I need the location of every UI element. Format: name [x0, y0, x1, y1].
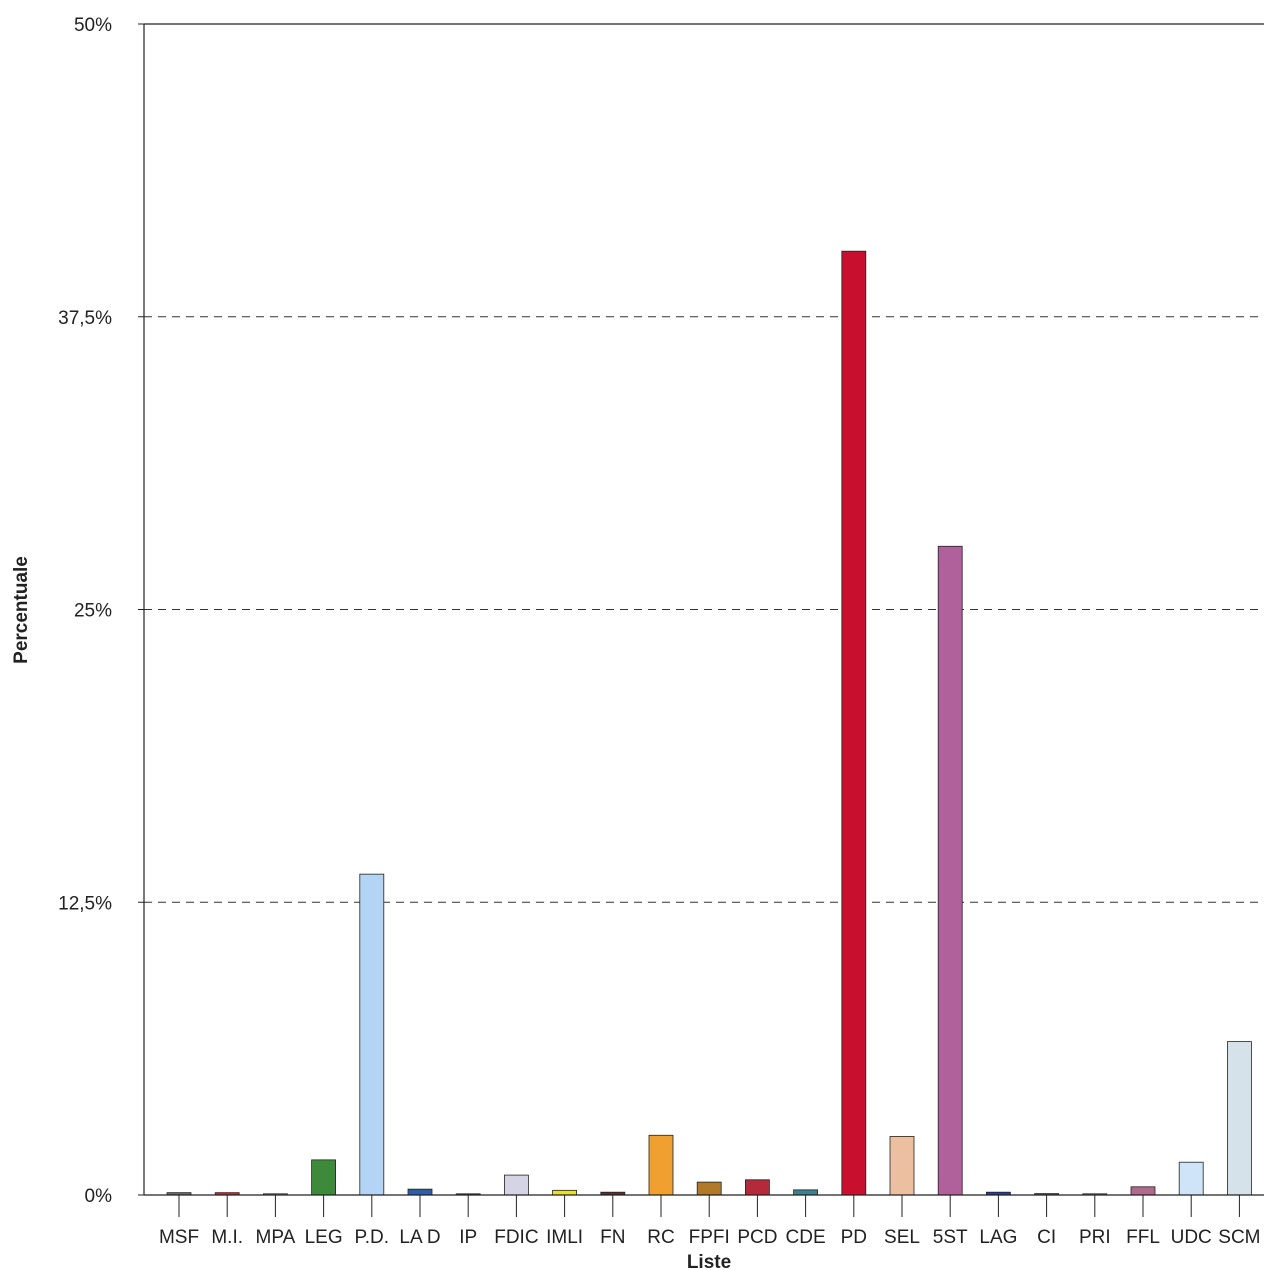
x-tick-label-FDIC: FDIC — [494, 1227, 538, 1248]
x-tick-label-UDC: UDC — [1171, 1227, 1212, 1248]
bar-FPFI — [697, 1182, 721, 1195]
labels: 0% 12,5% 25% 37,5% 50% MSF M.I. MPA LEG P.D. LA D I… — [58, 15, 1260, 1248]
x-tick-label-LAG: LAG — [979, 1227, 1017, 1248]
bar-UDC — [1179, 1162, 1203, 1195]
axes — [138, 24, 1264, 1217]
x-tick-label-PD: PD — [841, 1227, 867, 1248]
x-tick-label-MPA: MPA — [256, 1227, 296, 1248]
x-tick-label-P.D.: P.D. — [355, 1227, 390, 1248]
x-tick-label-MSF: MSF — [159, 1227, 199, 1248]
x-tick-label-IP: IP — [459, 1227, 477, 1248]
y-tick-label-3: 37,5% — [58, 308, 112, 329]
bar-SCM — [1227, 1042, 1251, 1195]
y-tick-label-0: 0% — [85, 1186, 113, 1207]
bars — [167, 251, 1251, 1195]
x-tick-label-FFL: FFL — [1126, 1227, 1160, 1248]
y-tick-label-4: 50% — [74, 15, 112, 36]
x-tick-label-IMLI: IMLI — [546, 1227, 583, 1248]
y-tick-label-2: 25% — [74, 601, 112, 622]
grid-lines — [144, 317, 1264, 903]
bar-FDIC — [504, 1175, 528, 1195]
bar-5ST — [938, 546, 962, 1195]
x-tick-label-FN: FN — [600, 1227, 625, 1248]
y-axis-title: Percentuale — [11, 556, 32, 664]
bar-FFL — [1131, 1187, 1155, 1195]
x-tick-label-PCD: PCD — [737, 1227, 777, 1248]
x-tick-label-PRI: PRI — [1079, 1227, 1111, 1248]
x-axis-title: Liste — [687, 1252, 731, 1270]
bar-CDE — [794, 1190, 818, 1195]
x-tick-label-CI: CI — [1037, 1227, 1056, 1248]
x-tick-label-M.I.: M.I. — [211, 1227, 243, 1248]
bar-PCD — [745, 1180, 769, 1195]
bar-LA D — [408, 1189, 432, 1195]
bar-PD — [842, 251, 866, 1195]
x-tick-label-SEL: SEL — [884, 1227, 920, 1248]
x-tick-label-5ST: 5ST — [933, 1227, 968, 1248]
bar-SEL — [890, 1136, 914, 1195]
bar-LEG — [312, 1160, 336, 1195]
bar-P.D. — [360, 874, 384, 1195]
bar-IMLI — [553, 1190, 577, 1195]
x-tick-label-RC: RC — [647, 1227, 674, 1248]
x-tick-label-SCM: SCM — [1218, 1227, 1260, 1248]
x-tick-label-LA D: LA D — [399, 1227, 440, 1248]
x-tick-label-LEG: LEG — [305, 1227, 343, 1248]
y-tick-label-1: 12,5% — [58, 893, 112, 914]
x-tick-label-CDE: CDE — [786, 1227, 826, 1248]
x-tick-label-FPFI: FPFI — [689, 1227, 730, 1248]
bar-RC — [649, 1135, 673, 1195]
